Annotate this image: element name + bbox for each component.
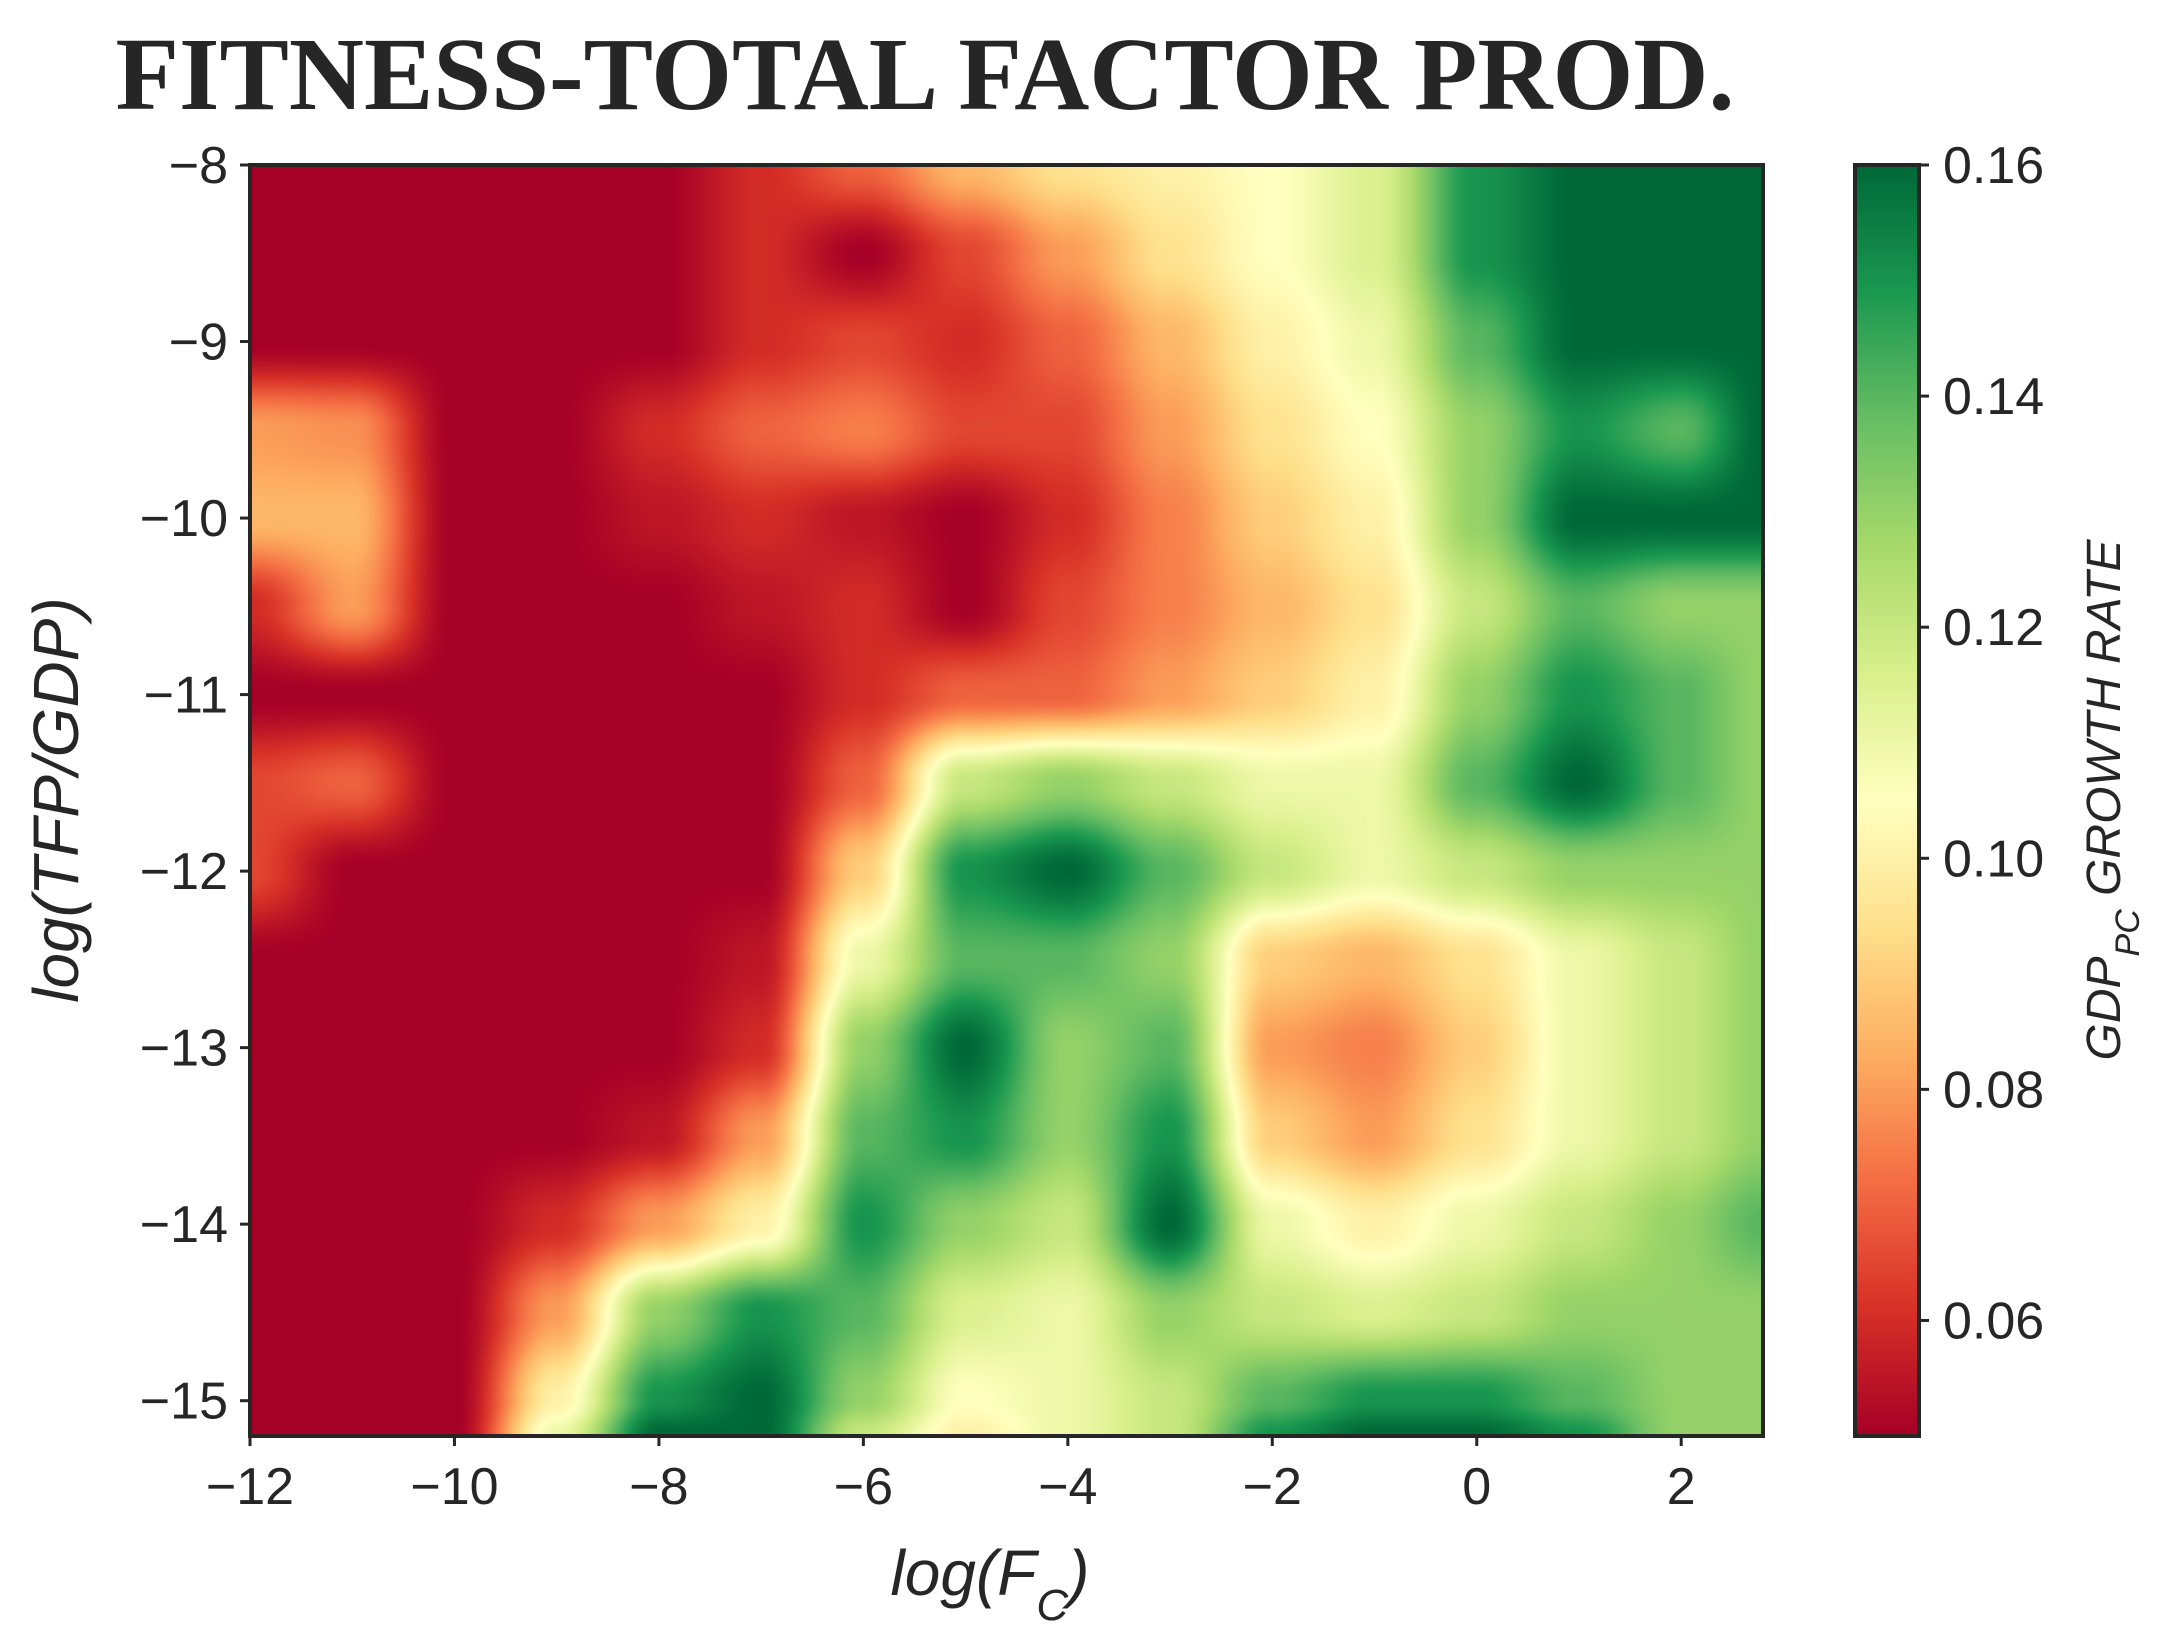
- colorbar-ticks: 0.06 0.08 0.10 0.12 0.14 0.16: [1919, 137, 2044, 1350]
- y-tick-label: −8: [169, 137, 228, 195]
- colorbar-label-base: GDP: [2078, 956, 2131, 1060]
- plot-frame: [248, 163, 1765, 1438]
- colorbar-label-sub: PC: [2109, 909, 2147, 957]
- x-axis-label: log(FC): [891, 1537, 1090, 1630]
- colorbar-tick-label: 0.08: [1943, 1061, 2044, 1119]
- x-axis-label-base: log(F: [891, 1537, 1041, 1609]
- y-axis-label: log(TFP/GDP): [20, 597, 92, 1002]
- colorbar-tick-label: 0.10: [1943, 830, 2044, 888]
- heatmap-surface: [250, 165, 1763, 1436]
- y-tick-label: −15: [140, 1373, 228, 1431]
- x-tick-label: −10: [410, 1458, 498, 1516]
- y-tick-label: −10: [140, 490, 228, 548]
- y-tick-label: −14: [140, 1196, 228, 1254]
- colorbar-gradient: [1853, 163, 1921, 1438]
- x-tick-label: −4: [1038, 1458, 1097, 1516]
- x-tick-label: −8: [629, 1458, 688, 1516]
- y-tick-label: −12: [140, 843, 228, 901]
- colorbar-tick-label: 0.12: [1943, 599, 2044, 657]
- y-tick-label: −13: [140, 1020, 228, 1078]
- colorbar-tick-label: 0.14: [1943, 368, 2044, 426]
- colorbar-tick-label: 0.16: [1943, 137, 2044, 195]
- chart-title: FITNESS-TOTAL FACTOR PROD.: [115, 17, 1735, 132]
- x-tick-label: −6: [834, 1458, 893, 1516]
- plot-area: [248, 163, 1765, 1438]
- y-tick-label: −9: [169, 314, 228, 372]
- x-tick-label: 2: [1667, 1458, 1696, 1516]
- x-axis-label-sub: C: [1036, 1581, 1069, 1630]
- y-tick-label: −11: [144, 667, 228, 725]
- x-tick-label: −2: [1243, 1458, 1302, 1516]
- x-tick-label: −12: [206, 1458, 294, 1516]
- x-tick-label: 0: [1462, 1458, 1491, 1516]
- x-axis-ticks: −12 −10 −8 −6 −4 −2 0 2: [206, 1436, 1696, 1516]
- colorbar-label: GDPPC GROWTH RATE: [2078, 539, 2147, 1061]
- colorbar-label-tail: GROWTH RATE: [2078, 539, 2131, 910]
- colorbar-tick-label: 0.06: [1943, 1292, 2044, 1350]
- y-axis-ticks: −8 −9 −10 −11 −12 −13 −14 −15: [140, 137, 250, 1431]
- colorbar: 0.06 0.08 0.10 0.12 0.14 0.16 GDPPC GROWTH RA…: [1853, 137, 2147, 1438]
